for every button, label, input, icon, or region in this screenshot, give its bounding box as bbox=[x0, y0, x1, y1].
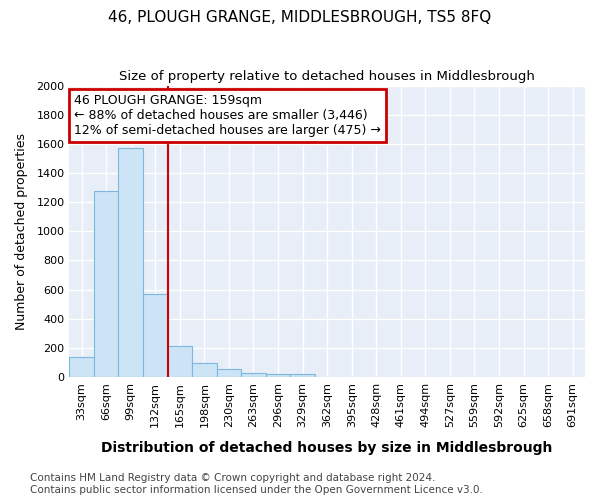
Text: Contains HM Land Registry data © Crown copyright and database right 2024.
Contai: Contains HM Land Registry data © Crown c… bbox=[30, 474, 483, 495]
Bar bbox=[118, 148, 143, 377]
Bar bbox=[217, 369, 241, 377]
Bar bbox=[241, 374, 266, 377]
Y-axis label: Number of detached properties: Number of detached properties bbox=[15, 133, 28, 330]
X-axis label: Distribution of detached houses by size in Middlesbrough: Distribution of detached houses by size … bbox=[101, 441, 553, 455]
Text: 46 PLOUGH GRANGE: 159sqm
← 88% of detached houses are smaller (3,446)
12% of sem: 46 PLOUGH GRANGE: 159sqm ← 88% of detach… bbox=[74, 94, 382, 138]
Bar bbox=[143, 294, 167, 377]
Bar bbox=[94, 190, 118, 377]
Bar bbox=[167, 346, 192, 377]
Bar bbox=[70, 356, 94, 377]
Bar bbox=[290, 374, 315, 377]
Bar bbox=[266, 374, 290, 377]
Title: Size of property relative to detached houses in Middlesbrough: Size of property relative to detached ho… bbox=[119, 70, 535, 83]
Text: 46, PLOUGH GRANGE, MIDDLESBROUGH, TS5 8FQ: 46, PLOUGH GRANGE, MIDDLESBROUGH, TS5 8F… bbox=[109, 10, 491, 25]
Bar bbox=[192, 362, 217, 377]
